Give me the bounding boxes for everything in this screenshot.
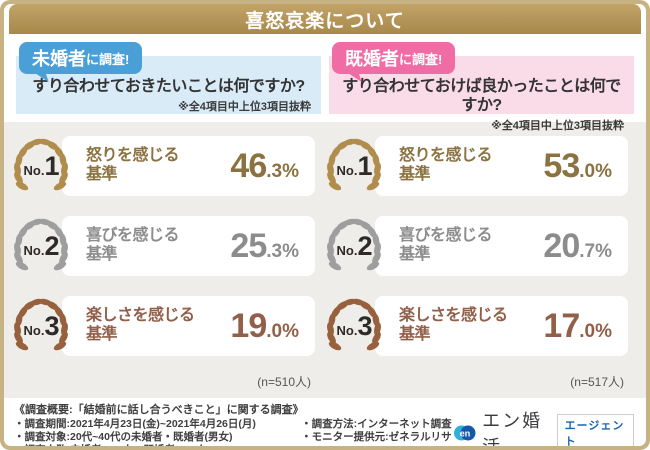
rank-card: 喜びを感じる 基準 25.3% [62, 216, 315, 276]
rank-card: 喜びを感じる 基準 20.7% [375, 216, 628, 276]
item-label-line2: 基準 [399, 166, 431, 183]
survey-period: ・調査期間:2021年4月23日(金)~2021年4月26日(月) [14, 417, 256, 430]
item-label-line2: 基準 [86, 166, 118, 183]
rank-row-3: No. 3 楽しさを感じる 基準 17.0% [329, 296, 634, 356]
question-section: 未婚者 に調査! すり合わせておきたいことは何ですか? ※全4項目中上位3項目抜粋… [4, 34, 646, 132]
rank-number: 3 [44, 311, 59, 341]
infographic-card: 喜怒哀楽について 未婚者 に調査! すり合わせておきたいことは何ですか? ※全4項… [4, 4, 646, 446]
item-label-line2: 基準 [399, 246, 431, 263]
rank-number: 2 [357, 231, 372, 261]
question-column-married: 既婚者 に調査! すり合わせておけば良かったことは何ですか? ※全4項目中上位3項… [329, 42, 634, 132]
item-percentage: 17.0% [543, 306, 612, 345]
question-text: すり合わせておきたいことは何ですか? [32, 78, 305, 95]
sample-size-unmarried: (n=510人) [257, 375, 311, 389]
rank-prefix: No. [336, 163, 358, 178]
svg-text:en: en [460, 429, 471, 439]
rank-card: 怒りを感じる 基準 53.0% [375, 136, 628, 196]
title-bar: 喜怒哀楽について [9, 4, 641, 34]
brand-agent-badge: エージェント [556, 413, 635, 446]
rank-row-1: No. 1 怒りを感じる 基準 46.3% [16, 136, 321, 196]
laurel-wreath-gold-icon: No. 1 [13, 137, 69, 195]
item-label-line1: 怒りを感じる [399, 147, 493, 165]
rank-prefix: No. [336, 323, 358, 338]
bubble-sub-text: に調査! [86, 51, 130, 67]
bubble-sub-text: に調査! [399, 51, 443, 67]
question-note: ※全4項目中上位3項目抜粋 [178, 101, 311, 114]
ranking-section: No. 1 怒りを感じる 基準 46.3% No. 2 喜びを感じる 基準 25.3% [4, 122, 646, 398]
survey-method: ・調査方法:インターネット調査 [301, 418, 452, 430]
rank-card: 楽しさを感じる 基準 17.0% [375, 296, 628, 356]
rank-number: 1 [44, 151, 59, 181]
item-label-line1: 楽しさを感じる [86, 307, 195, 325]
survey-monitor: ・モニター提供元:ゼネラルリサーチ [301, 431, 452, 446]
survey-footer: 《調査概要:「結婚前に話し合うべきこと」に関する調査》 ・調査期間:2021年4… [4, 398, 646, 446]
survey-count: ・調査人数:未婚者:510人、既婚者:517人 [14, 444, 301, 446]
item-label-line2: 基準 [399, 326, 431, 343]
rank-row-1: No. 1 怒りを感じる 基準 53.0% [329, 136, 634, 196]
laurel-wreath-bronze-icon: No. 3 [326, 297, 382, 355]
laurel-wreath-bronze-icon: No. 3 [13, 297, 69, 355]
item-label-line2: 基準 [86, 326, 118, 343]
survey-bubble-unmarried: 未婚者 に調査! [19, 42, 143, 74]
brand-logo: en エン婚活 エージェント [454, 411, 635, 446]
survey-bubble-married: 既婚者 に調査! [332, 42, 456, 74]
item-label-line1: 楽しさを感じる [399, 307, 508, 325]
item-label-line2: 基準 [86, 246, 118, 263]
rank-row-3: No. 3 楽しさを感じる 基準 19.0% [16, 296, 321, 356]
bubble-main-text: 未婚者 [32, 49, 86, 69]
rank-prefix: No. [336, 243, 358, 258]
laurel-wreath-silver-icon: No. 2 [326, 217, 382, 275]
item-label-line1: 喜びを感じる [399, 227, 493, 245]
question-note: ※全4項目中上位3項目抜粋 [491, 120, 624, 133]
item-label-line1: 怒りを感じる [86, 147, 180, 165]
item-percentage: 19.0% [230, 306, 299, 345]
survey-summary: 《調査概要:「結婚前に話し合うべきこと」に関する調査》 [14, 404, 304, 416]
laurel-wreath-gold-icon: No. 1 [326, 137, 382, 195]
survey-target: ・調査対象:20代~40代の未婚者・既婚者(男女) [14, 431, 233, 444]
sample-size-married: (n=517人) [570, 375, 624, 389]
item-percentage: 46.3% [230, 146, 299, 185]
rank-row-2: No. 2 喜びを感じる 基準 20.7% [329, 216, 634, 276]
laurel-wreath-silver-icon: No. 2 [13, 217, 69, 275]
rank-number: 1 [357, 151, 372, 181]
item-label-line1: 喜びを感じる [86, 227, 180, 245]
ranking-column-married: No. 1 怒りを感じる 基準 53.0% No. 2 喜びを感じる 基準 20.7% [329, 136, 634, 398]
rank-card: 怒りを感じる 基準 46.3% [62, 136, 315, 196]
page-title: 喜怒哀楽について [245, 10, 405, 32]
rank-card: 楽しさを感じる 基準 19.0% [62, 296, 315, 356]
question-text: すり合わせておけば良かったことは何ですか? [342, 78, 621, 115]
rank-prefix: No. [23, 323, 45, 338]
item-percentage: 20.7% [543, 226, 612, 265]
bubble-main-text: 既婚者 [345, 49, 399, 69]
brand-name: エン婚活 [482, 411, 543, 446]
question-box-unmarried: すり合わせておきたいことは何ですか? ※全4項目中上位3項目抜粋 [16, 56, 321, 114]
item-percentage: 53.0% [543, 146, 612, 185]
question-column-unmarried: 未婚者 に調査! すり合わせておきたいことは何ですか? ※全4項目中上位3項目抜粋 [16, 42, 321, 120]
ranking-column-unmarried: No. 1 怒りを感じる 基準 46.3% No. 2 喜びを感じる 基準 25.3% [16, 136, 321, 398]
item-percentage: 25.3% [230, 226, 299, 265]
rank-prefix: No. [23, 243, 45, 258]
rank-number: 3 [357, 311, 372, 341]
rank-row-2: No. 2 喜びを感じる 基準 25.3% [16, 216, 321, 276]
rank-number: 2 [44, 231, 59, 261]
rank-prefix: No. [23, 163, 45, 178]
en-logo-icon: en [454, 424, 476, 442]
